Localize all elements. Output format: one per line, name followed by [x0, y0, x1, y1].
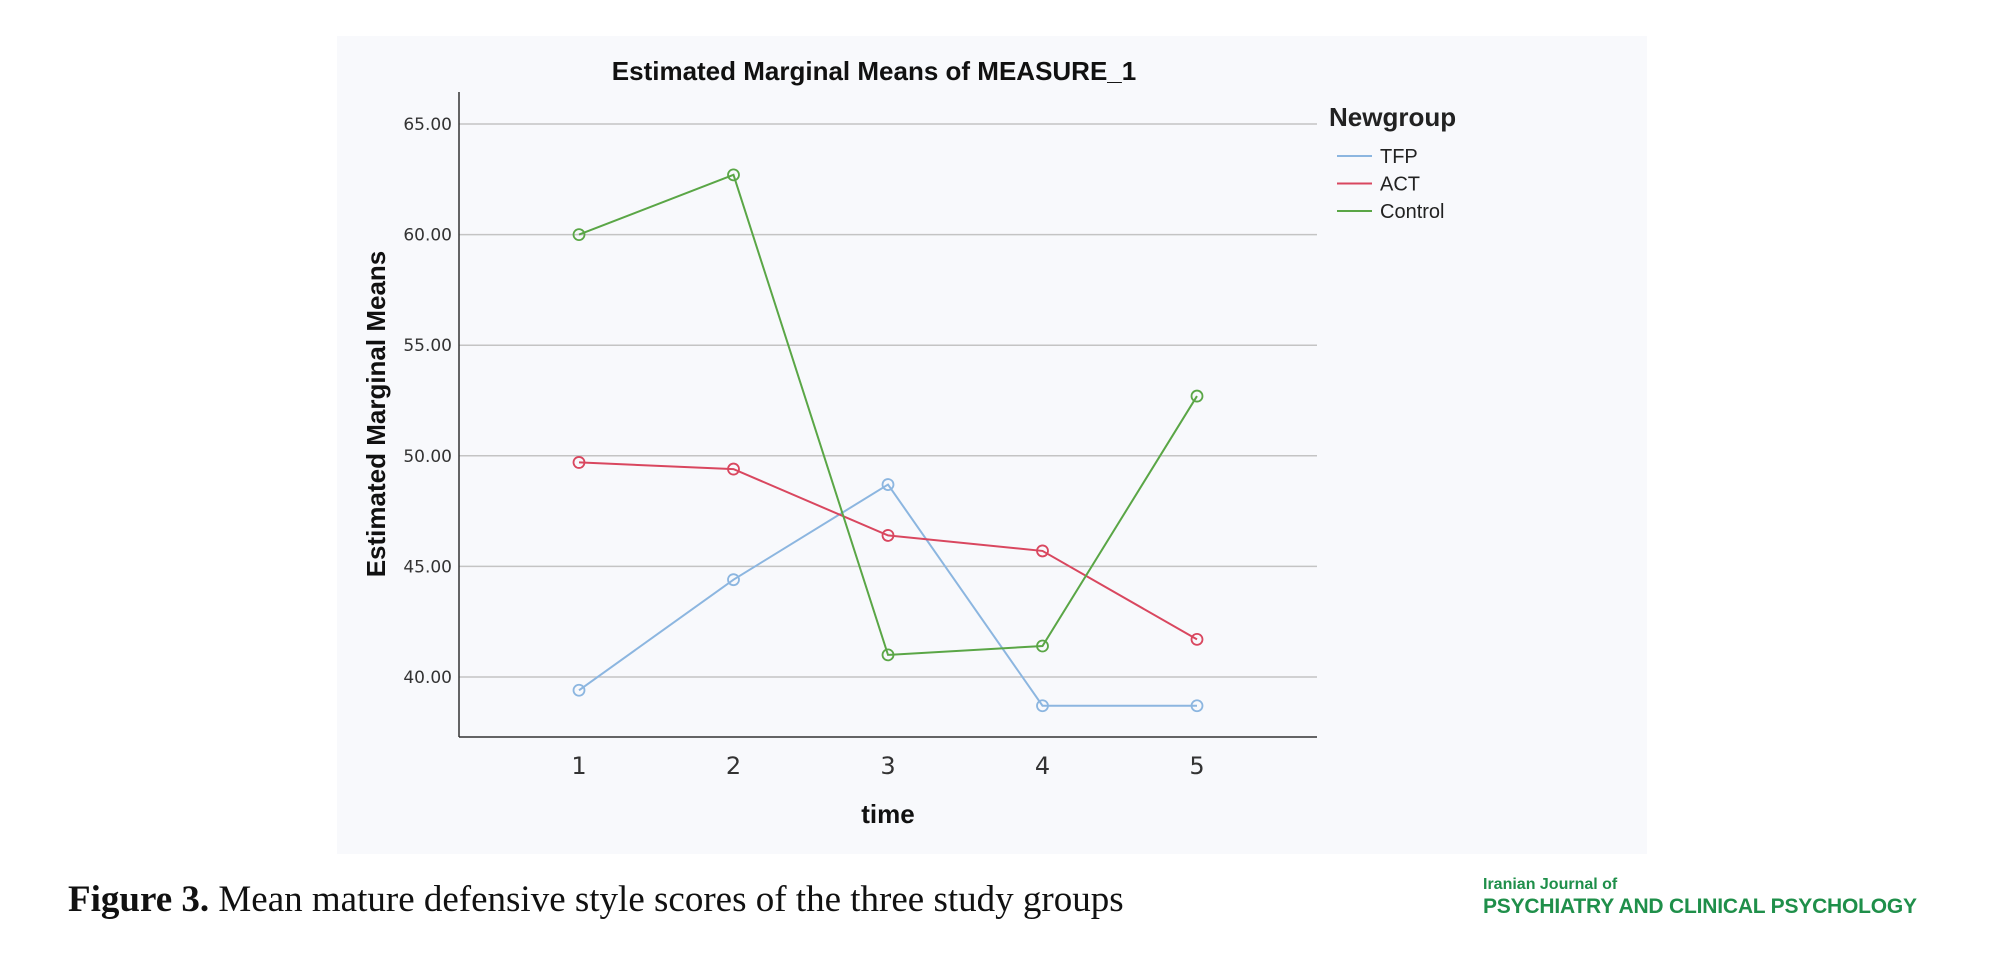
journal-name-line1: Iranian Journal of [1483, 876, 1618, 893]
x-tick-label: 3 [880, 752, 895, 780]
data-point-control [572, 228, 586, 242]
axes [458, 92, 1317, 738]
y-tick-label: 60.00 [403, 226, 452, 246]
data-point-tfp [727, 573, 740, 587]
data-point-control [727, 168, 740, 182]
gridlines [459, 123, 1317, 678]
legend-label-control: Control [1380, 201, 1444, 223]
data-point-act [881, 529, 895, 542]
y-tick-label: 40.00 [403, 668, 452, 688]
figure-caption: Figure 3. Mean mature defensive style sc… [68, 878, 1124, 921]
legend-label-tfp: TFP [1380, 146, 1418, 168]
series-line-act [578, 461, 1198, 641]
legend: Newgroup TFP ACT Control [1329, 102, 1456, 223]
series-act [572, 456, 1204, 646]
figure-label: Figure 3. [68, 879, 210, 920]
data-point-act [572, 456, 586, 469]
y-axis-label: Estimated Marginal Means [361, 251, 391, 578]
y-tick-label: 45.00 [403, 557, 452, 577]
journal-name-line2: PSYCHIATRY AND CLINICAL PSYCHOLOGY [1483, 895, 1917, 918]
data-point-tfp [572, 683, 586, 697]
data-point-act [1036, 544, 1049, 558]
data-point-act [1190, 632, 1204, 646]
legend-title: Newgroup [1329, 102, 1456, 132]
x-tick-label: 4 [1035, 752, 1050, 780]
chart-panel [337, 36, 1647, 854]
data-point-control [1190, 389, 1204, 403]
legend-items: TFP ACT Control [1337, 146, 1444, 223]
data-point-control [881, 648, 895, 662]
x-tick-label: 5 [1189, 752, 1204, 780]
x-axis-label: time [861, 799, 914, 829]
series-lines [572, 168, 1204, 713]
y-tick-label: 55.00 [403, 336, 452, 356]
chart-title: Estimated Marginal Means of MEASURE_1 [612, 56, 1136, 86]
data-point-tfp [1036, 699, 1049, 713]
legend-label-act: ACT [1380, 174, 1420, 196]
series-line-control [578, 173, 1198, 656]
journal-logo: Iranian Journal of PSYCHIATRY AND CLINIC… [1483, 876, 1917, 920]
data-point-tfp [1190, 699, 1204, 713]
y-tick-label: 65.00 [403, 115, 452, 135]
data-point-act [727, 462, 740, 476]
figure-caption-text: Mean mature defensive style scores of th… [209, 879, 1124, 920]
series-tfp [572, 478, 1204, 713]
data-point-tfp [881, 478, 895, 491]
series-line-tfp [578, 483, 1197, 707]
data-point-control [1036, 639, 1049, 653]
y-tick-label: 50.00 [403, 447, 452, 467]
y-tick-labels: 65.00 60.00 55.00 50.00 45.00 40.00 [403, 115, 452, 688]
x-tick-labels: 1 2 3 4 5 [571, 752, 1204, 780]
x-tick-label: 2 [726, 752, 741, 780]
series-control [572, 168, 1204, 662]
x-tick-label: 1 [571, 752, 586, 780]
